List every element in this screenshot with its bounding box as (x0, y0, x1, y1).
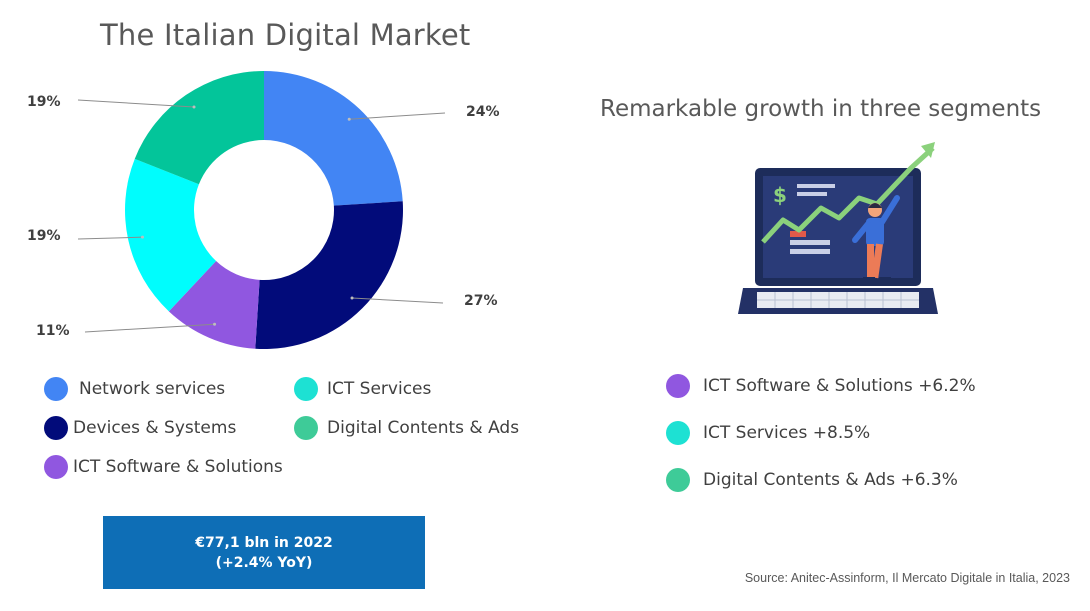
leader-dot (213, 322, 217, 326)
person-figure (852, 195, 900, 281)
leader-line (84, 323, 215, 333)
donut-slice-devices-systems (255, 201, 403, 349)
growth-list: ICT Software & Solutions +6.2% ICT Servi… (666, 362, 1066, 503)
chart-title: The Italian Digital Market (100, 18, 471, 52)
legend-item-network-services: Network services (44, 377, 225, 401)
legend-item-ict-services: ICT Services (294, 377, 431, 401)
legend-swatch (44, 455, 68, 479)
growth-label: ICT Services +8.5% (703, 422, 871, 443)
growth-subtitle: Remarkable growth in three segments (600, 96, 1042, 122)
growth-swatch (666, 373, 690, 398)
growth-swatch (666, 420, 690, 445)
donut-slice-ict-software-solutions (168, 261, 260, 349)
growth-label: Digital Contents & Ads +6.3% (703, 469, 958, 490)
donut-chart (77, 70, 446, 349)
growth-label: ICT Software & Solutions +6.2% (703, 375, 976, 396)
legend-swatch (294, 416, 318, 440)
total-value: €77,1 bln in 2022 (195, 534, 333, 551)
pct-label-network-services: 24% (466, 104, 500, 120)
growth-arrow-icon (921, 142, 935, 158)
laptop-growth-illustration: $ (738, 142, 938, 314)
leader-line (77, 99, 195, 108)
legend-swatch (44, 377, 68, 401)
donut-slice-network-services (264, 71, 403, 206)
legend-swatch (294, 377, 318, 401)
leader-line (77, 236, 143, 240)
growth-item-ict-services: ICT Services +8.5% (666, 409, 1066, 456)
legend-swatch (44, 416, 68, 440)
dollar-sign-icon: $ (773, 183, 787, 207)
legend-label: Network services (79, 379, 226, 399)
chart-legend: Network services ICT Services Devices & … (44, 377, 544, 487)
pct-label-ict-services: 19% (27, 228, 61, 244)
leader-dot (350, 296, 354, 300)
leader-dot (347, 117, 351, 121)
legend-label: ICT Services (327, 379, 432, 399)
leader-dot (192, 105, 196, 109)
total-market-box: €77,1 bln in 2022 (+2.4% YoY) (103, 516, 425, 589)
legend-label: Devices & Systems (73, 418, 237, 438)
pct-label-ict-software: 11% (36, 323, 70, 339)
leader-line (349, 112, 446, 120)
legend-label: ICT Software & Solutions (73, 457, 283, 477)
growth-item-ict-software: ICT Software & Solutions +6.2% (666, 362, 1066, 409)
total-yoy: (+2.4% YoY) (215, 554, 313, 571)
growth-swatch (666, 467, 690, 492)
source-note: Source: Anitec-Assinform, Il Mercato Dig… (744, 571, 1070, 585)
legend-item-digital-contents: Digital Contents & Ads (294, 416, 519, 440)
legend-label: Digital Contents & Ads (327, 418, 520, 438)
pct-label-devices-systems: 27% (464, 293, 498, 309)
growth-line (761, 146, 935, 244)
leader-line (352, 297, 444, 304)
donut-slice-ict-services (125, 158, 217, 312)
legend-item-ict-software: ICT Software & Solutions (44, 455, 283, 479)
donut-slice-digital-contents-ads (134, 70, 264, 185)
legend-item-devices-systems: Devices & Systems (44, 416, 236, 440)
pct-label-digital-contents: 19% (27, 94, 61, 110)
leader-dot (140, 235, 144, 239)
growth-item-digital-contents: Digital Contents & Ads +6.3% (666, 456, 1066, 503)
